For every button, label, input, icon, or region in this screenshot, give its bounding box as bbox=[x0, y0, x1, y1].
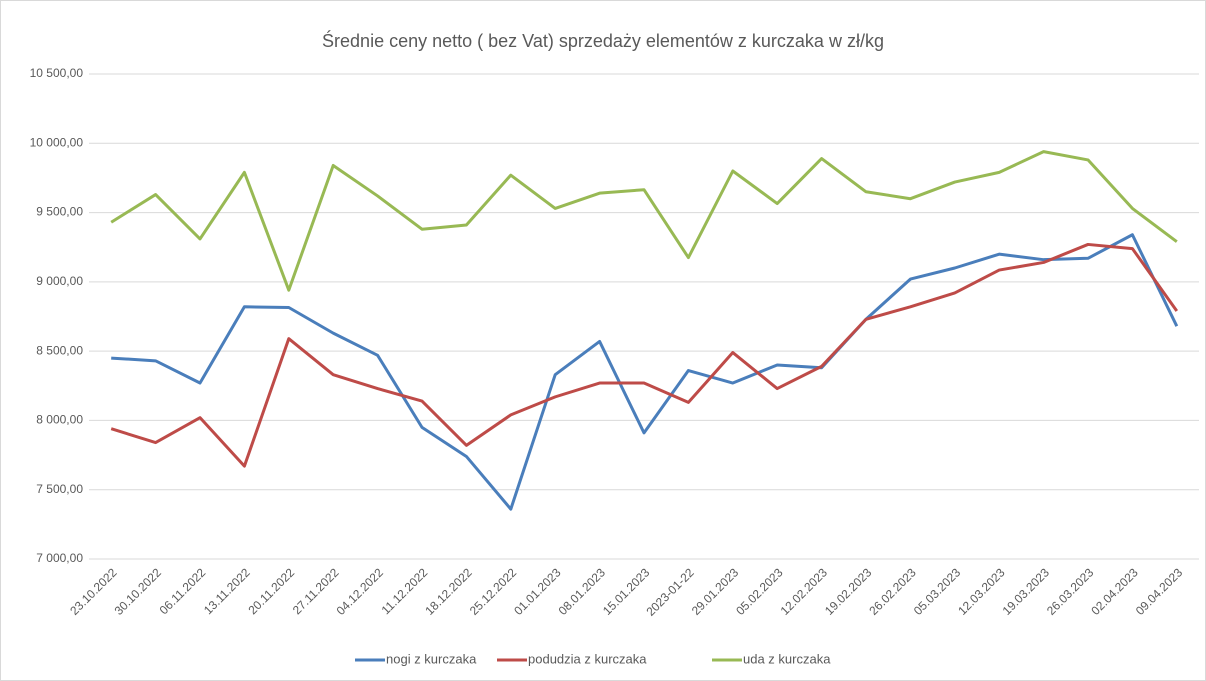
y-tick-label: 8 000,00 bbox=[36, 413, 83, 427]
series-line bbox=[111, 233, 1179, 511]
legend-label: podudzia z kurczaka bbox=[528, 651, 647, 666]
chart-title: Średnie ceny netto ( bez Vat) sprzedaży … bbox=[322, 30, 884, 51]
y-tick-label: 10 500,00 bbox=[30, 66, 84, 80]
y-tick-label: 9 500,00 bbox=[36, 205, 83, 219]
y-tick-label: 7 500,00 bbox=[36, 482, 83, 496]
legend-label: nogi z kurczaka bbox=[386, 651, 477, 666]
y-tick-label: 7 000,00 bbox=[36, 551, 83, 565]
y-tick-label: 10 000,00 bbox=[30, 135, 84, 149]
series-line bbox=[110, 242, 1179, 468]
y-tick-label: 8 500,00 bbox=[36, 343, 83, 357]
y-tick-label: 9 000,00 bbox=[36, 274, 83, 288]
legend-label: uda z kurczaka bbox=[743, 651, 831, 666]
series-line bbox=[110, 150, 1178, 292]
